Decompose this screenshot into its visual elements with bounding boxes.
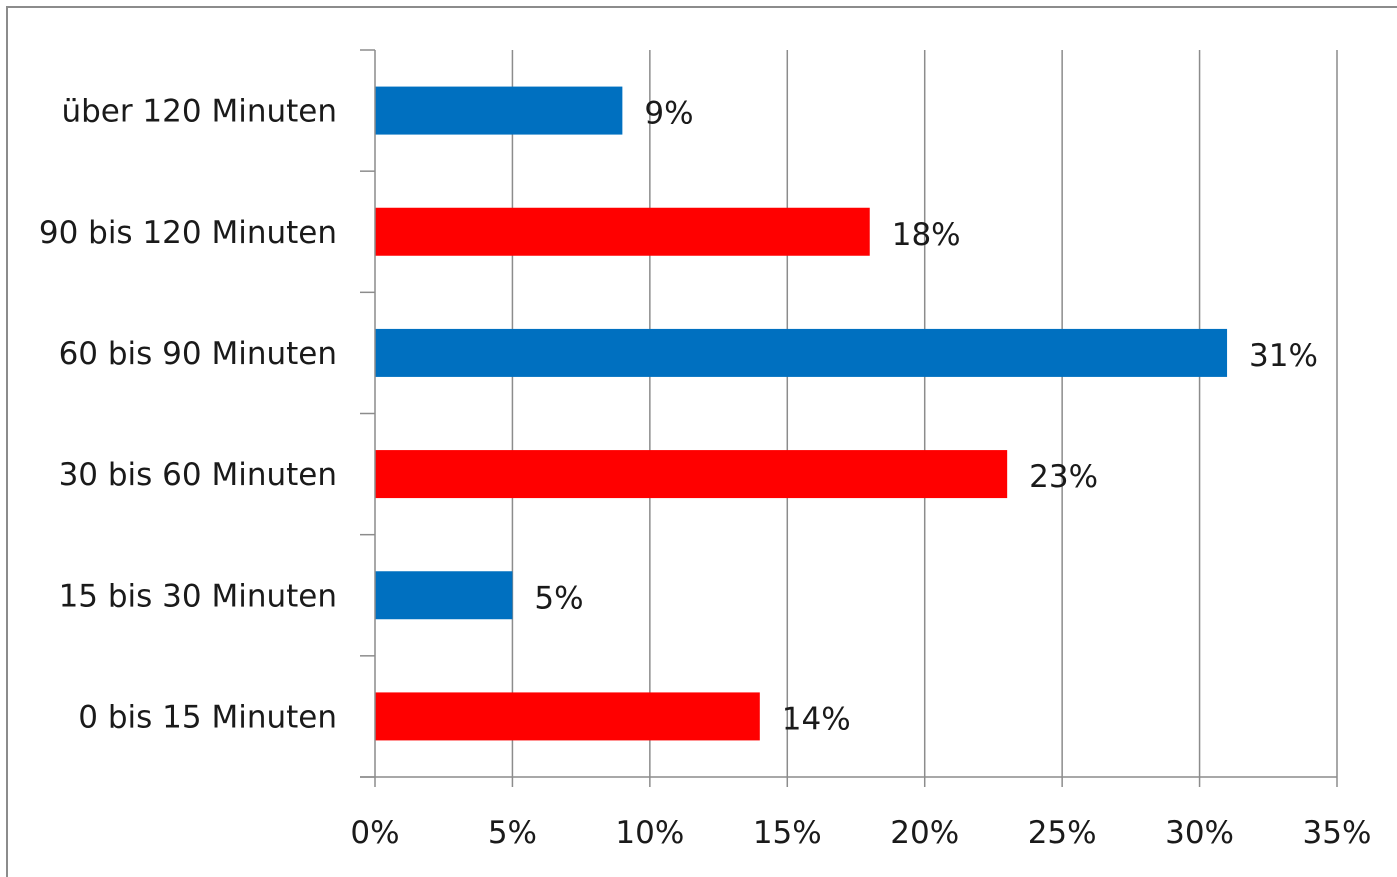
data-label: 9% [644, 96, 693, 132]
category-label: 90 bis 120 Minuten [39, 215, 337, 251]
x-tick-label: 25% [1028, 815, 1097, 851]
x-tick-label: 5% [488, 815, 537, 851]
x-tick-label: 10% [615, 815, 684, 851]
data-label: 31% [1249, 338, 1318, 374]
category-labels: 0 bis 15 Minuten 15 bis 30 Minuten 30 bis … [39, 94, 337, 736]
chart-frame [6, 6, 1397, 877]
category-label: 0 bis 15 Minuten [78, 699, 337, 735]
category-label: 30 bis 60 Minuten [59, 457, 337, 493]
bar-3 [375, 328, 1228, 377]
category-label: 15 bis 30 Minuten [59, 578, 337, 614]
x-tick-label: 20% [890, 815, 959, 851]
bar-4 [375, 207, 870, 256]
x-tick-label: 35% [1303, 815, 1372, 851]
category-label: über 120 Minuten [61, 94, 337, 130]
bar-5 [375, 86, 623, 135]
x-tick-labels: 0% 5% 10% 15% 20% 25% 30% 35% [350, 815, 1371, 851]
data-label: 14% [782, 701, 851, 737]
data-labels: 14% 5% 23% 31% 18% 9% [534, 96, 1318, 738]
category-label: 60 bis 90 Minuten [59, 336, 337, 372]
data-label: 18% [892, 217, 961, 253]
bars [375, 86, 1228, 741]
data-label: 5% [534, 580, 583, 616]
axes [360, 49, 1338, 787]
bar-2 [375, 450, 1008, 499]
bar-0 [375, 692, 760, 741]
x-tick-label: 0% [350, 815, 399, 851]
x-tick-label: 15% [753, 815, 822, 851]
x-tick-label: 30% [1165, 815, 1234, 851]
bar-1 [375, 571, 513, 620]
data-label: 23% [1029, 459, 1098, 495]
gridlines [511, 50, 1338, 777]
